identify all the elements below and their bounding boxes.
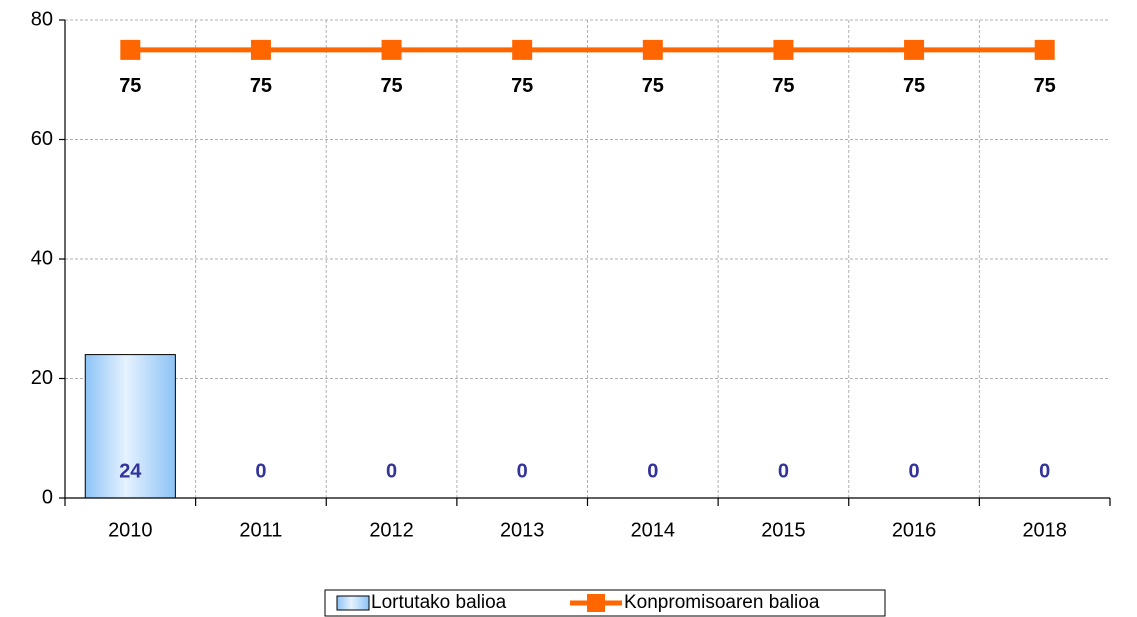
line-marker — [1034, 39, 1055, 60]
line-label: 75 — [642, 75, 664, 97]
line-label: 75 — [250, 75, 272, 97]
bar-label: 0 — [1039, 460, 1050, 482]
line-marker — [120, 39, 141, 60]
y-tick-label: 40 — [31, 247, 53, 269]
legend-label: Lortutako balioa — [371, 592, 507, 613]
bar — [84, 354, 176, 499]
bar-label: 0 — [647, 460, 658, 482]
line-marker — [381, 39, 402, 60]
y-tick-label: 0 — [42, 486, 53, 508]
bar-label: 0 — [386, 460, 397, 482]
line-label: 75 — [772, 75, 794, 97]
legend-swatch — [336, 595, 370, 611]
line-label: 75 — [1034, 75, 1056, 97]
x-tick-label: 2016 — [892, 519, 937, 541]
line-marker — [904, 39, 925, 60]
bar-label: 0 — [778, 460, 789, 482]
line-label: 75 — [119, 75, 141, 97]
x-tick-label: 2012 — [369, 519, 414, 541]
x-tick-label: 2010 — [108, 519, 153, 541]
x-tick-label: 2018 — [1022, 519, 1067, 541]
y-tick-label: 80 — [31, 8, 53, 30]
line-marker — [642, 39, 663, 60]
y-tick-label: 60 — [31, 128, 53, 150]
x-tick-label: 2014 — [631, 519, 676, 541]
line-marker — [512, 39, 533, 60]
line-label: 75 — [903, 75, 925, 97]
x-tick-label: 2015 — [761, 519, 806, 541]
bar-label: 0 — [909, 460, 920, 482]
line-marker — [773, 39, 794, 60]
line-marker — [250, 39, 271, 60]
bar-label: 0 — [517, 460, 528, 482]
x-tick-label: 2011 — [239, 519, 282, 541]
legend-label: Konpromisoaren balioa — [624, 592, 820, 613]
legend-marker — [587, 594, 605, 612]
bar-label: 0 — [255, 460, 266, 482]
line-label: 75 — [511, 75, 533, 97]
y-tick-label: 20 — [31, 367, 53, 389]
line-label: 75 — [380, 75, 402, 97]
x-tick-label: 2013 — [500, 519, 545, 541]
bar-label: 24 — [119, 460, 142, 482]
